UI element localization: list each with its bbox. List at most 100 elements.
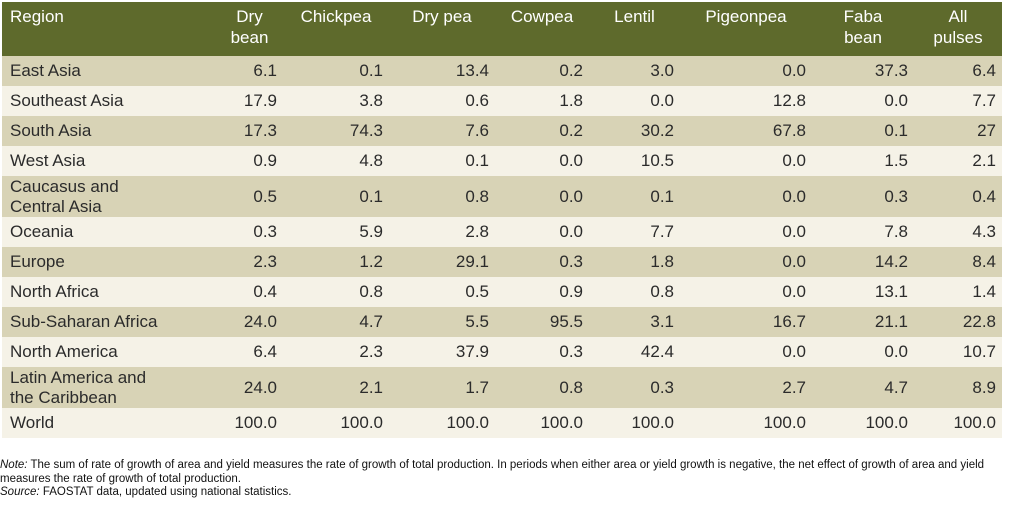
table-row: Sub-Saharan Africa 24.0 4.7 5.5 95.5 3.1 16.7 2… [2, 307, 1002, 337]
header-row: Region Dry bean Chickpea Dry pea Cowpea Lentil… [2, 2, 1002, 56]
pulses-growth-table: Region Dry bean Chickpea Dry pea Cowpea Lentil… [2, 2, 1002, 438]
value-cell: 0.8 [389, 176, 495, 217]
value-cell: 0.0 [680, 217, 812, 247]
value-cell: 0.0 [680, 176, 812, 217]
value-cell: 0.0 [495, 146, 589, 176]
value-cell: 0.2 [495, 56, 589, 86]
value-cell: 0.3 [589, 367, 680, 408]
column-header: Faba bean [812, 2, 914, 56]
value-cell: 95.5 [495, 307, 589, 337]
value-cell: 100.0 [589, 408, 680, 438]
value-cell: 100.0 [680, 408, 812, 438]
value-cell: 3.8 [283, 86, 389, 116]
value-cell: 22.8 [914, 307, 1002, 337]
value-cell: 2.7 [680, 367, 812, 408]
table-row: Oceania 0.3 5.9 2.8 0.0 7.7 0.0 7.8 4.3 [2, 217, 1002, 247]
value-cell: 0.1 [283, 56, 389, 86]
value-cell: 6.4 [914, 56, 1002, 86]
note-label: Note: [0, 459, 28, 471]
value-cell: 100.0 [389, 408, 495, 438]
value-cell: 0.0 [812, 86, 914, 116]
value-cell: 0.0 [495, 176, 589, 217]
value-cell: 29.1 [389, 247, 495, 277]
value-cell: 0.5 [216, 176, 283, 217]
value-cell: 0.0 [680, 337, 812, 367]
footnote: Note: The sum of rate of growth of area … [0, 459, 1010, 500]
value-cell: 24.0 [216, 307, 283, 337]
value-cell: 0.8 [495, 367, 589, 408]
value-cell: 4.7 [283, 307, 389, 337]
value-cell: 4.3 [914, 217, 1002, 247]
value-cell: 0.0 [680, 277, 812, 307]
column-header: Dry bean [216, 2, 283, 56]
value-cell: 100.0 [812, 408, 914, 438]
value-cell: 100.0 [283, 408, 389, 438]
column-header: Dry pea [389, 2, 495, 56]
value-cell: 10.7 [914, 337, 1002, 367]
value-cell: 13.1 [812, 277, 914, 307]
value-cell: 0.5 [389, 277, 495, 307]
table-row: South Asia 17.3 74.3 7.6 0.2 30.2 67.8 0.1 27 [2, 116, 1002, 146]
value-cell: 0.0 [680, 56, 812, 86]
column-header: Lentil [589, 2, 680, 56]
value-cell: 17.9 [216, 86, 283, 116]
value-cell: 1.5 [812, 146, 914, 176]
value-cell: 2.3 [216, 247, 283, 277]
value-cell: 7.8 [812, 217, 914, 247]
table-body: East Asia 6.1 0.1 13.4 0.2 3.0 0.0 37.3 6.4 South… [2, 56, 1002, 438]
value-cell: 7.7 [914, 86, 1002, 116]
value-cell: 7.7 [589, 217, 680, 247]
column-header-region: Region [2, 2, 216, 56]
table-row: East Asia 6.1 0.1 13.4 0.2 3.0 0.0 37.3 6.4 [2, 56, 1002, 86]
region-cell: Caucasus and Central Asia [2, 176, 216, 217]
region-cell: North Africa [2, 277, 216, 307]
value-cell: 13.4 [389, 56, 495, 86]
source-text: FAOSTAT data, updated using national sta… [39, 486, 292, 498]
value-cell: 0.1 [389, 146, 495, 176]
table-row: West Asia 0.9 4.8 0.1 0.0 10.5 0.0 1.5 2.1 [2, 146, 1002, 176]
value-cell: 12.8 [680, 86, 812, 116]
value-cell: 100.0 [216, 408, 283, 438]
value-cell: 0.2 [495, 116, 589, 146]
value-cell: 0.0 [680, 247, 812, 277]
value-cell: 5.9 [283, 217, 389, 247]
value-cell: 1.8 [589, 247, 680, 277]
value-cell: 67.8 [680, 116, 812, 146]
source-label: Source: [0, 486, 40, 498]
region-cell: Oceania [2, 217, 216, 247]
value-cell: 0.1 [283, 176, 389, 217]
value-cell: 42.4 [589, 337, 680, 367]
value-cell: 0.8 [283, 277, 389, 307]
value-cell: 1.4 [914, 277, 1002, 307]
value-cell: 1.7 [389, 367, 495, 408]
source-line: Source: FAOSTAT data, updated using nati… [0, 486, 1010, 500]
table-row: Europe 2.3 1.2 29.1 0.3 1.8 0.0 14.2 8.4 [2, 247, 1002, 277]
value-cell: 37.9 [389, 337, 495, 367]
value-cell: 0.8 [589, 277, 680, 307]
value-cell: 0.3 [216, 217, 283, 247]
table-row: North Africa 0.4 0.8 0.5 0.9 0.8 0.0 13.1 1.4 [2, 277, 1002, 307]
value-cell: 5.5 [389, 307, 495, 337]
value-cell: 1.2 [283, 247, 389, 277]
region-cell: Europe [2, 247, 216, 277]
table-row: Southeast Asia 17.9 3.8 0.6 1.8 0.0 12.8 0.0 7.7 [2, 86, 1002, 116]
region-cell: West Asia [2, 146, 216, 176]
value-cell: 1.8 [495, 86, 589, 116]
value-cell: 0.0 [812, 337, 914, 367]
region-cell: Latin America and the Caribbean [2, 367, 216, 408]
value-cell: 0.4 [914, 176, 1002, 217]
value-cell: 8.4 [914, 247, 1002, 277]
value-cell: 0.1 [812, 116, 914, 146]
value-cell: 4.8 [283, 146, 389, 176]
table-row: Latin America and the Caribbean 24.0 2.1 1.7… [2, 367, 1002, 408]
region-cell: World [2, 408, 216, 438]
value-cell: 7.6 [389, 116, 495, 146]
value-cell: 0.3 [495, 247, 589, 277]
value-cell: 2.8 [389, 217, 495, 247]
value-cell: 0.9 [495, 277, 589, 307]
note-line: Note: The sum of rate of growth of area … [0, 459, 1010, 486]
region-cell: South Asia [2, 116, 216, 146]
value-cell: 0.9 [216, 146, 283, 176]
value-cell: 10.5 [589, 146, 680, 176]
